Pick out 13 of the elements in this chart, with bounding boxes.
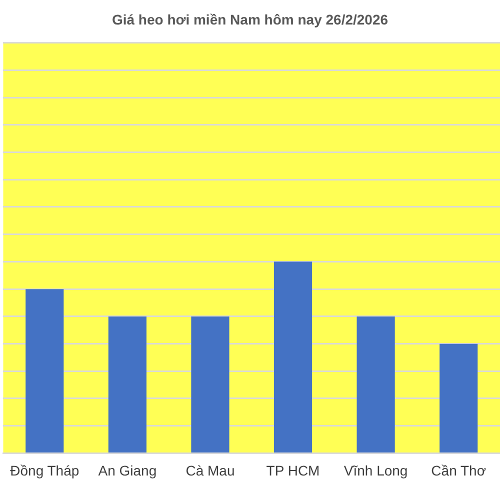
x-tick-label: An Giang	[98, 462, 157, 478]
bar	[440, 344, 478, 452]
x-tick-label: Đồng Tháp	[10, 462, 80, 478]
bar	[274, 262, 312, 452]
chart-title: Giá heo hơi miền Nam hôm nay 26/2/2026	[112, 11, 388, 28]
x-tick-label: Cần Thơ	[431, 462, 486, 478]
bar	[356, 316, 395, 452]
x-tick-label: Vĩnh Long	[344, 462, 408, 478]
x-tick-label: TP HCM	[266, 462, 320, 478]
bar	[191, 316, 230, 452]
x-tick-label: Cà Mau	[186, 462, 235, 478]
bar	[26, 289, 64, 452]
bar	[108, 316, 146, 452]
